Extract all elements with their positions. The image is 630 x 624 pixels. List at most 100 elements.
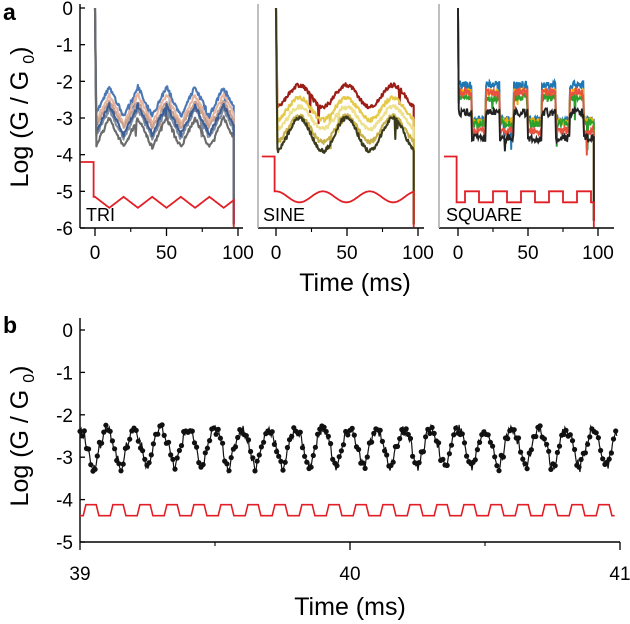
b-data-point: [490, 443, 496, 449]
b-data-point: [217, 435, 223, 441]
b-data-point: [101, 429, 107, 435]
b-data-point: [427, 430, 433, 436]
a-ytick-label: -4: [56, 146, 73, 167]
b-data-point: [369, 439, 375, 445]
b-data-point: [77, 428, 83, 434]
b-data-point: [405, 431, 411, 438]
b-data-point: [211, 425, 217, 431]
b-data-point: [191, 440, 198, 446]
b-data-point: [522, 461, 528, 467]
b-data-point: [492, 454, 498, 460]
tri-conductance-trace: [93, 7, 235, 225]
b-data-point: [477, 439, 483, 445]
b-data-point: [258, 444, 264, 450]
b-data-point: [362, 465, 368, 471]
b-data-point: [548, 466, 554, 472]
a-xtick-label: 0: [453, 243, 464, 264]
b-data-point: [103, 422, 109, 428]
a-xtick-label: 100: [582, 243, 614, 264]
b-data-point: [302, 453, 308, 459]
b-data-point: [88, 462, 94, 468]
b-data-point: [593, 430, 599, 436]
tri-conductance-trace: [93, 7, 235, 225]
b-data-point: [252, 468, 258, 474]
b-data-point: [86, 446, 92, 452]
a-xtick-label: 50: [336, 243, 357, 264]
b-data-point: [323, 428, 329, 435]
a-xtick-label: 100: [402, 243, 434, 264]
sine-conductance-trace: [274, 7, 415, 225]
a-ytick-label: -1: [56, 36, 73, 57]
panel-b-xlabel: Time (ms): [294, 593, 406, 621]
b-data-point: [321, 424, 327, 430]
b-data-point: [533, 433, 539, 440]
b-data-point: [325, 433, 331, 439]
a-ytick-label: -5: [56, 182, 73, 203]
panel-a-xlabel: Time (ms): [299, 269, 411, 297]
a-xtick-label: 0: [90, 243, 101, 264]
b-data-point: [587, 434, 593, 440]
b-data-point: [561, 431, 567, 437]
b-data-point: [461, 440, 468, 446]
panel-b-letter: b: [3, 312, 17, 338]
b-data-point: [464, 453, 470, 459]
b-data-point: [394, 443, 401, 449]
tri-traces: [80, 7, 235, 228]
sine-conductance-trace: [274, 7, 415, 225]
b-data-point: [345, 432, 351, 438]
b-data-point: [500, 454, 506, 460]
b-data-point: [79, 433, 85, 439]
a-ytick-label: -3: [56, 109, 73, 130]
b-data-point: [537, 423, 543, 429]
b-data-point: [124, 444, 131, 450]
b-xtick-label: 40: [339, 564, 360, 585]
b-data-point: [595, 435, 602, 441]
tri-label: TRI: [86, 205, 115, 225]
b-data-point: [436, 440, 442, 446]
b-data-point: [472, 457, 478, 463]
subscript-zero: 0: [21, 374, 38, 383]
subscript-zero: 0: [21, 55, 38, 64]
b-data-point: [410, 453, 416, 459]
b-data-point: [420, 449, 426, 455]
b-data-point: [304, 459, 310, 465]
square-bias-waveform: [444, 155, 595, 228]
b-data-point: [431, 430, 437, 436]
b-data-point: [453, 425, 459, 431]
b-data-point: [351, 432, 357, 438]
b-data-point: [280, 467, 286, 473]
b-data-point: [250, 455, 256, 461]
panel-b-x-ticks: 39 40 41: [69, 542, 630, 585]
b-data-point: [150, 441, 156, 447]
b-data-point: [269, 429, 275, 435]
b-data-point: [569, 438, 576, 444]
panel-a-y-ticks: 0 -1 -2 -3 -4 -5 -6: [56, 0, 85, 240]
b-data-point: [220, 440, 226, 446]
b-data-point: [487, 439, 493, 445]
a-xtick-label: 50: [156, 243, 177, 264]
b-data-point: [278, 458, 284, 464]
b-data-point: [606, 456, 612, 462]
b-data-point: [485, 432, 491, 438]
b-data-point: [94, 453, 100, 459]
panel-a-x-ticks: 0 50 100 0 50 100 0 50 100: [90, 228, 614, 264]
sine-bias-waveform: [261, 155, 415, 228]
b-xtick-label: 39: [69, 564, 90, 585]
b-data-point: [585, 441, 591, 447]
b-data-point: [207, 438, 213, 444]
b-data-point: [598, 447, 604, 454]
a-ytick-label: 0: [62, 0, 73, 20]
b-data-point: [245, 437, 252, 443]
b-data-point: [248, 448, 254, 455]
b-data-point: [112, 446, 118, 452]
b-data-point: [299, 445, 306, 451]
b-data-point: [448, 442, 455, 448]
b-data-point: [159, 422, 165, 428]
b-data-point: [330, 456, 336, 462]
b-data-point: [282, 459, 288, 465]
b-ytick-label: -2: [56, 406, 73, 427]
b-data-point: [416, 460, 422, 466]
b-data-point: [328, 441, 334, 447]
b-data-point: [554, 449, 561, 456]
b-data-point: [274, 449, 280, 455]
